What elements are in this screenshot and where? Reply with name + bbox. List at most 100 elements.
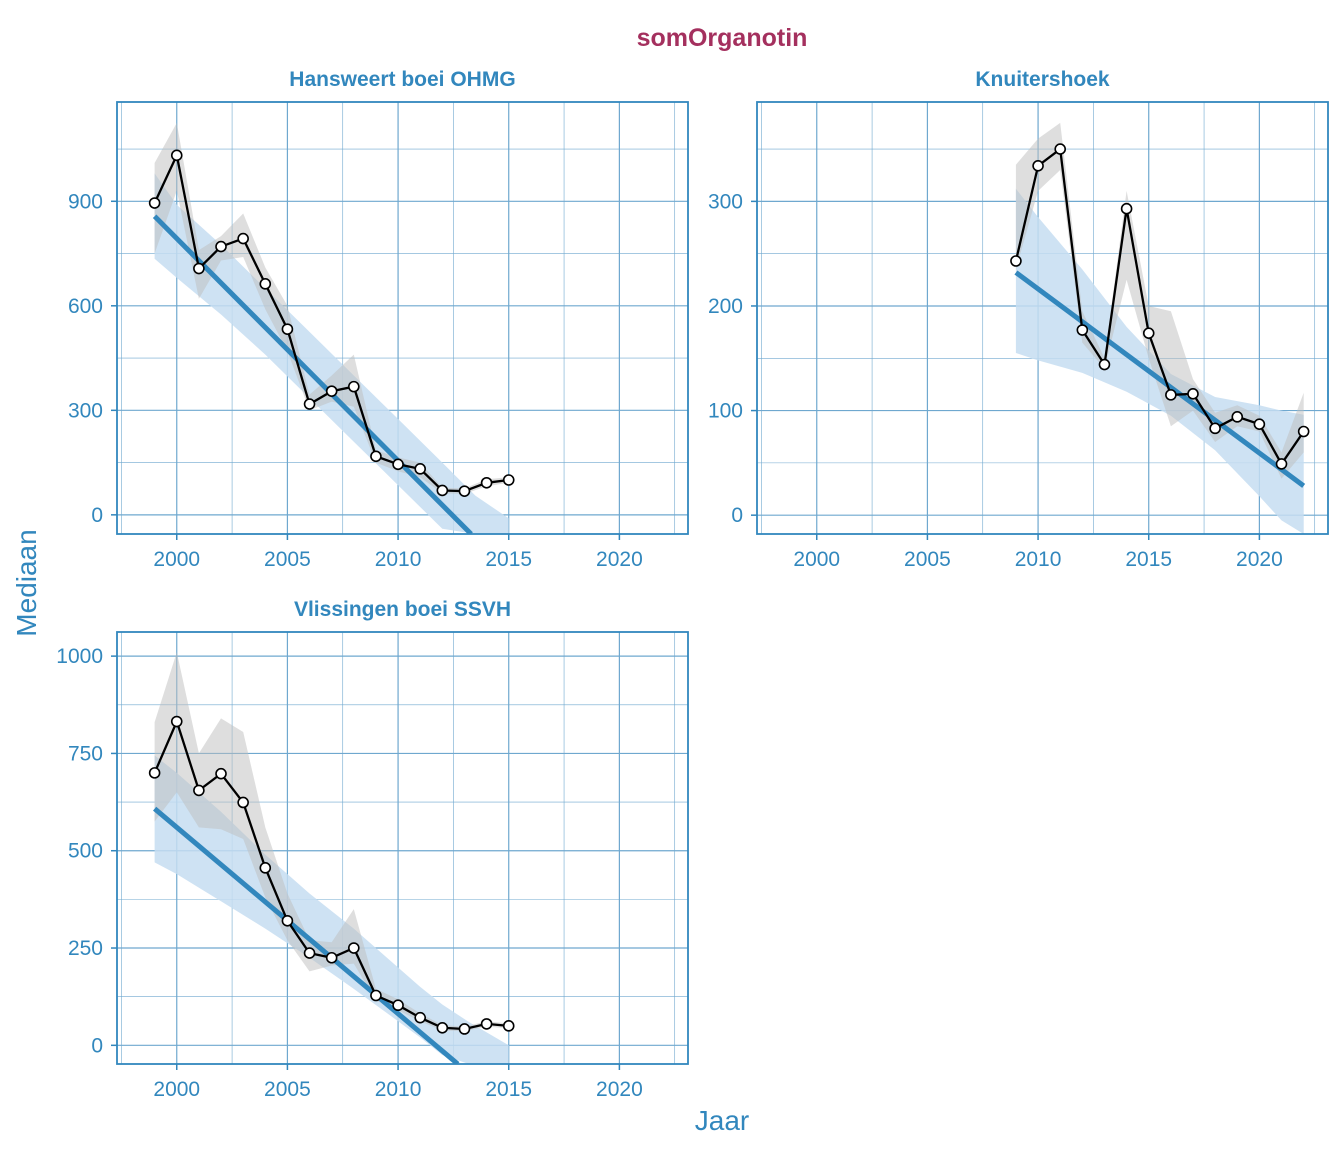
y-tick-label: 0 xyxy=(91,1034,103,1057)
panel-1: Hansweert boei OHMG 2000 2005 2010 2015 2020 0… xyxy=(68,68,689,571)
x-tick-label: 2015 xyxy=(1125,548,1172,571)
data-point xyxy=(237,796,249,809)
data-point xyxy=(480,1018,493,1030)
x-axis-label: Jaar xyxy=(695,1105,749,1136)
x-tick-label: 2000 xyxy=(153,548,200,571)
x-tick-label: 2010 xyxy=(375,548,422,571)
data-point xyxy=(348,942,360,954)
data-point xyxy=(502,474,515,486)
x-tick-label: 2000 xyxy=(793,548,840,571)
y-tick-label: 200 xyxy=(708,295,743,318)
data-point xyxy=(170,149,183,162)
data-range-band xyxy=(154,652,509,1032)
data-point xyxy=(414,463,427,475)
y-tick-label: 0 xyxy=(91,504,103,527)
data-point xyxy=(1032,160,1044,172)
data-point xyxy=(193,262,205,275)
data-point xyxy=(1076,324,1089,336)
data-point xyxy=(370,989,382,1002)
panel-border xyxy=(116,631,689,1065)
panel-3: Vlissingen boei SSVH 2000 2005 2010 2015 2020… xyxy=(56,598,689,1101)
data-point xyxy=(392,458,404,471)
y-tick-label: 750 xyxy=(68,742,103,765)
data-point xyxy=(325,385,338,397)
data-point xyxy=(414,1011,427,1024)
plot-area xyxy=(148,652,515,1064)
data-point xyxy=(370,450,382,463)
panel-title: Hansweert boei OHMG xyxy=(289,68,515,91)
data-point xyxy=(281,914,294,927)
x-tick-label: 2020 xyxy=(1236,548,1283,571)
data-point xyxy=(1120,202,1133,215)
x-tick-label: 2000 xyxy=(153,1078,200,1101)
x-tick-label: 2010 xyxy=(1015,548,1062,571)
data-point xyxy=(259,278,272,290)
data-point xyxy=(193,784,205,797)
x-tick-label: 2005 xyxy=(264,548,311,571)
data-point xyxy=(215,767,227,780)
y-tick-label: 900 xyxy=(68,190,103,213)
data-point xyxy=(1253,418,1266,430)
data-point xyxy=(259,862,272,874)
data-point xyxy=(1054,143,1067,155)
x-tick-label: 2005 xyxy=(264,1078,311,1101)
data-point xyxy=(348,380,360,393)
data-point xyxy=(303,947,316,959)
data-point xyxy=(1165,389,1177,401)
data-point xyxy=(1209,422,1221,435)
x-tick-label: 2010 xyxy=(375,1078,422,1101)
data-point xyxy=(215,240,227,253)
data-point xyxy=(1010,255,1022,267)
data-point xyxy=(436,484,449,497)
data-point xyxy=(1275,458,1288,470)
y-tick-label: 0 xyxy=(731,504,743,527)
trend-confidence-band xyxy=(154,173,509,534)
chart-title: somOrganotin xyxy=(637,24,808,52)
x-tick-label: 2020 xyxy=(596,548,643,571)
data-point xyxy=(392,999,404,1012)
data-point xyxy=(436,1022,449,1034)
data-point xyxy=(148,767,161,779)
y-tick-label: 100 xyxy=(708,400,743,423)
x-tick-label: 2005 xyxy=(904,548,951,571)
y-tick-label: 250 xyxy=(68,937,103,960)
data-point xyxy=(1098,358,1111,371)
trend-line xyxy=(153,806,460,1064)
series-line xyxy=(153,151,509,493)
trend-line xyxy=(1014,270,1306,488)
panel-title: Vlissingen boei SSVH xyxy=(294,598,511,621)
data-point xyxy=(1187,388,1199,400)
grid xyxy=(117,102,688,534)
data-point xyxy=(1297,425,1310,438)
data-point xyxy=(502,1020,515,1032)
y-axis-label: Mediaan xyxy=(11,529,42,636)
plot-area xyxy=(1010,122,1310,534)
data-point xyxy=(325,951,338,964)
data-point xyxy=(458,1023,471,1035)
data-point xyxy=(237,232,249,245)
panel-border xyxy=(756,101,1329,535)
y-tick-label: 500 xyxy=(68,840,103,863)
x-tick-label: 2015 xyxy=(485,1078,532,1101)
y-tick-label: 600 xyxy=(68,295,103,318)
x-tick-label: 2020 xyxy=(596,1078,643,1101)
data-range-band xyxy=(1015,122,1304,479)
trend-line xyxy=(152,214,473,534)
y-tick-label: 300 xyxy=(708,190,743,213)
panel-title: Knuitershoek xyxy=(975,68,1110,91)
data-point xyxy=(1231,411,1244,423)
x-tick-label: 2015 xyxy=(485,548,532,571)
data-point xyxy=(281,323,294,335)
trend-confidence-band xyxy=(1015,188,1304,534)
data-range-band xyxy=(154,122,509,494)
y-tick-label: 300 xyxy=(68,399,103,422)
data-point xyxy=(1142,327,1155,339)
plot-area xyxy=(148,122,515,534)
panel-border xyxy=(116,101,689,535)
data-point xyxy=(303,398,316,410)
panel-2: Knuitershoek 2000 2005 2010 2015 2020 0 100 200 3… xyxy=(708,68,1329,571)
data-point xyxy=(170,715,183,728)
data-point xyxy=(148,197,161,209)
